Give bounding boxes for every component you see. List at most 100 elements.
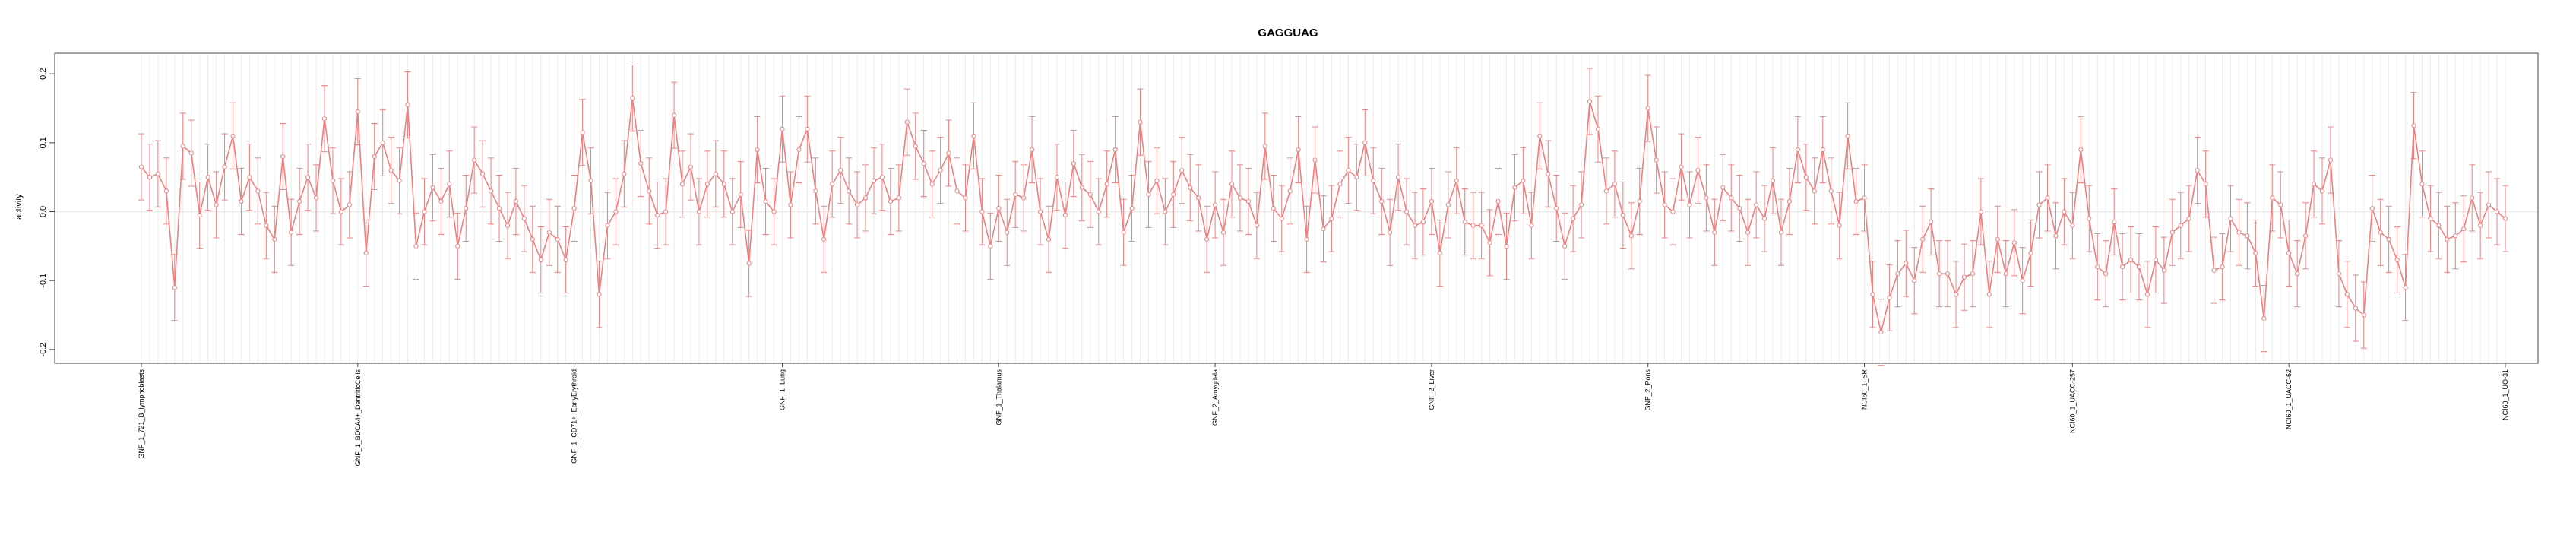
data-point [1603, 188, 1609, 194]
data-point [1521, 178, 1526, 183]
data-point [1037, 209, 1043, 214]
data-point [655, 212, 660, 218]
data-point [305, 175, 311, 180]
data-point [2302, 233, 2309, 239]
data-point [355, 109, 360, 115]
data-point [1271, 205, 1276, 211]
data-point [297, 198, 302, 204]
data-point [1986, 292, 1992, 297]
data-point [1537, 133, 1543, 138]
data-point [921, 160, 926, 166]
data-point [2245, 233, 2250, 239]
data-point [2095, 264, 2100, 270]
y-axis-label: activity [14, 194, 24, 220]
data-point [1129, 205, 1135, 211]
data-point [1220, 230, 1226, 235]
data-point [2470, 195, 2475, 201]
data-point [1654, 157, 1659, 163]
data-point [1512, 185, 1517, 190]
data-point [1362, 140, 1368, 145]
data-point [321, 116, 328, 122]
data-point [2112, 220, 2117, 225]
data-point-layer [138, 95, 2508, 335]
data-point [521, 216, 527, 221]
data-point [862, 195, 869, 201]
data-point [222, 164, 227, 169]
data-point [971, 133, 976, 138]
data-point [2220, 264, 2225, 270]
data-point [1163, 209, 1168, 214]
data-point [1470, 223, 1476, 228]
x-tick-label: NCI60_1_UO-31 [2502, 369, 2509, 420]
data-point [1212, 202, 1218, 207]
data-point [289, 230, 294, 235]
data-point [397, 178, 402, 183]
data-point [2020, 278, 2025, 283]
data-point [1054, 175, 1060, 180]
data-point [1429, 198, 1435, 204]
data-point [2319, 188, 2325, 194]
data-point [954, 188, 960, 194]
data-point [2311, 182, 2317, 187]
data-point [663, 209, 669, 214]
data-point [2169, 230, 2175, 235]
data-point [2045, 195, 2050, 201]
data-point [830, 182, 835, 187]
data-point [2344, 292, 2350, 297]
data-point [2128, 257, 2134, 263]
data-point [2003, 271, 2008, 277]
data-point [2336, 271, 2342, 277]
data-point [755, 147, 760, 153]
data-point [1786, 198, 1793, 204]
data-point [2087, 216, 2092, 221]
data-point [1454, 178, 1459, 183]
data-point [1462, 220, 1467, 225]
data-point [2161, 268, 2166, 273]
data-point [1870, 292, 1875, 297]
data-point [280, 154, 286, 160]
data-point [1296, 147, 1301, 153]
data-point [597, 292, 602, 297]
data-point [1812, 188, 1817, 194]
data-point [2070, 223, 2075, 228]
data-point [2361, 312, 2366, 318]
x-tick-label: GNF_1_CD71+_EarlyErythroid [571, 369, 578, 464]
data-point [2386, 236, 2391, 242]
data-point [2428, 216, 2433, 221]
data-point [1895, 271, 1900, 277]
data-point [838, 168, 843, 173]
data-point [729, 209, 735, 214]
data-point [1304, 236, 1309, 242]
data-point [1704, 195, 1709, 201]
data-point [896, 195, 901, 201]
data-point [1637, 198, 1642, 204]
data-point [1245, 198, 1252, 204]
data-point [180, 144, 185, 149]
data-point [1237, 195, 1243, 201]
data-point [630, 95, 635, 101]
data-point [738, 192, 743, 197]
data-point [1837, 223, 1842, 228]
data-point [2053, 233, 2059, 239]
data-point [239, 198, 244, 204]
data-point [2036, 202, 2042, 207]
data-point [1679, 164, 1684, 169]
data-point [563, 257, 568, 263]
data-point [2378, 230, 2383, 235]
data-point [1495, 198, 1501, 204]
data-point [555, 236, 560, 242]
data-point [963, 195, 968, 201]
data-point [1379, 198, 1385, 204]
data-point [247, 175, 252, 180]
data-point [2403, 285, 2408, 290]
data-point [1929, 220, 1934, 225]
data-point [363, 250, 369, 256]
x-tick-label: NCI60_1_UACC-62 [2285, 369, 2293, 429]
data-point [422, 209, 427, 214]
data-point [1720, 185, 1726, 190]
data-point [929, 182, 935, 187]
data-point [1312, 157, 1318, 163]
data-point [879, 175, 885, 180]
data-point [704, 182, 710, 187]
